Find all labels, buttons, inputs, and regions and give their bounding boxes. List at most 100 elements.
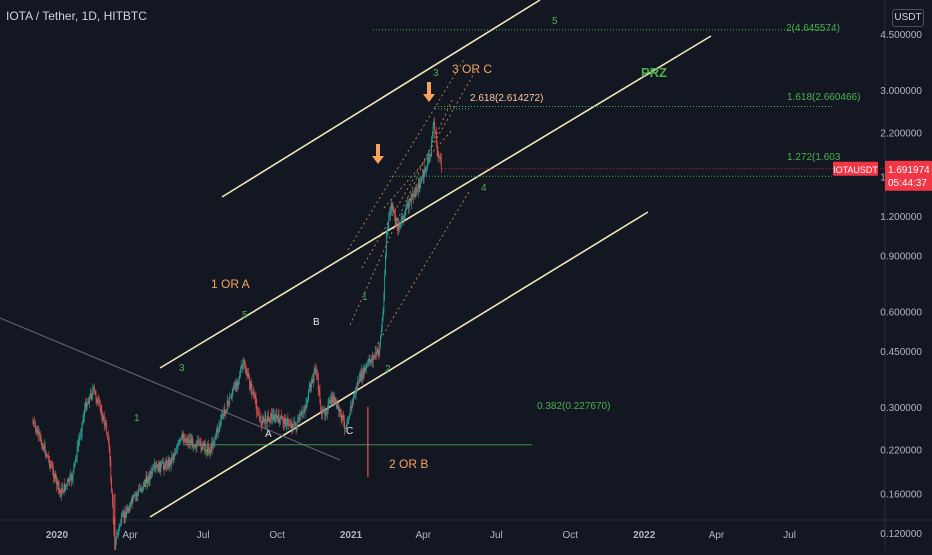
candle-body [163, 465, 165, 470]
wave-annotation[interactable]: 1 OR A [211, 277, 250, 291]
candle-body [156, 466, 158, 468]
candle-body [393, 207, 395, 212]
wave-channel-line[interactable] [374, 189, 471, 349]
candle-body [104, 423, 106, 425]
candle-body [370, 361, 372, 363]
candle-body [62, 491, 64, 493]
candle-body [294, 422, 295, 425]
candle-body [241, 366, 243, 368]
fib-level-label: 2(4.645574) [786, 23, 840, 34]
candle-body [179, 439, 181, 442]
candle-body [50, 463, 52, 466]
channel-line[interactable] [221, 0, 541, 198]
candle-body [155, 466, 157, 468]
candle-body [329, 400, 331, 402]
candle-body [125, 512, 127, 518]
candle-body [39, 434, 41, 438]
candle-body [192, 438, 194, 447]
candle-body [397, 226, 399, 231]
wave-annotation[interactable]: C [346, 426, 353, 437]
candle-body [404, 211, 406, 214]
wave-annotation[interactable]: 2 [143, 479, 149, 490]
currency-badge[interactable]: USDT [892, 9, 924, 27]
candle-body [148, 475, 150, 481]
wave-annotation[interactable]: 1 [134, 413, 140, 424]
wave-annotation[interactable]: PRZ [641, 65, 667, 80]
candle-body [267, 416, 269, 418]
candle-body [302, 411, 304, 413]
candle-body [290, 423, 292, 427]
wave-annotation[interactable]: 5 [552, 16, 558, 27]
candle-body [130, 499, 132, 503]
y-tick-label: 2.200000 [880, 129, 922, 140]
candle-body [168, 460, 170, 466]
candle-body [100, 407, 102, 411]
candle-body [272, 414, 274, 416]
candle-body [173, 454, 175, 458]
wave-channel-line[interactable] [361, 69, 477, 269]
candle-body [341, 415, 343, 421]
channel-line[interactable] [159, 35, 712, 369]
candle-body [300, 413, 302, 415]
wave-annotation[interactable]: 2 OR B [389, 457, 428, 471]
wave-annotation[interactable]: 5 [242, 310, 248, 321]
candle-body [205, 446, 207, 452]
candle-body [289, 424, 290, 426]
candle-body [248, 377, 250, 385]
candle-body [193, 445, 195, 447]
candle-body [308, 387, 310, 391]
candle-body [177, 442, 179, 448]
candle-body [301, 411, 303, 414]
candle-body [87, 401, 89, 405]
candle-body [140, 489, 142, 491]
wave-annotation[interactable]: 3 OR C [452, 62, 492, 76]
candle-body [256, 404, 258, 412]
candle-body [71, 474, 72, 481]
candle-body [39, 432, 40, 435]
candle-body [316, 370, 318, 375]
wave-annotation[interactable]: 1 [362, 292, 368, 303]
candle-body [79, 435, 81, 441]
candle-body [43, 445, 44, 450]
wave-annotation[interactable]: B [313, 317, 320, 328]
candle-body [145, 476, 147, 483]
wave-channel-line[interactable] [383, 129, 453, 209]
candle-body [367, 364, 368, 366]
candle-body [121, 514, 123, 516]
candle-body [303, 411, 304, 413]
candle-body [152, 468, 154, 474]
wave-annotation[interactable]: 4 [481, 183, 487, 194]
candle-body [396, 218, 398, 227]
wave-annotation[interactable]: 3 [179, 363, 185, 374]
wave-annotation[interactable]: 3 [433, 68, 439, 79]
candle-body [379, 345, 381, 354]
candle-body [392, 207, 394, 210]
candle-body [54, 473, 56, 479]
candle-body [331, 396, 333, 403]
wave-annotation[interactable]: 2 [385, 364, 391, 375]
trendline[interactable] [0, 317, 341, 461]
wave-annotation[interactable]: 4 [204, 448, 210, 459]
candle-body [277, 414, 279, 418]
candle-body [75, 458, 76, 462]
y-tick-label: 3.000000 [880, 86, 922, 97]
candle-body [310, 384, 312, 387]
wave-annotation[interactable]: A [265, 429, 272, 440]
candle-body [41, 443, 43, 448]
wave-channel-line[interactable] [349, 99, 453, 326]
candle-body [366, 364, 368, 368]
candle-body [323, 410, 325, 412]
candle-body [417, 190, 418, 192]
candle-body [282, 418, 284, 423]
candle-body [113, 520, 115, 536]
candle-body [80, 432, 82, 435]
candle-body [123, 513, 125, 518]
candle-body [85, 402, 87, 409]
candle-body [426, 168, 427, 172]
channel-line[interactable] [149, 211, 649, 518]
candle-body [67, 479, 69, 482]
candle-body [390, 203, 392, 212]
candle-body [144, 482, 145, 486]
